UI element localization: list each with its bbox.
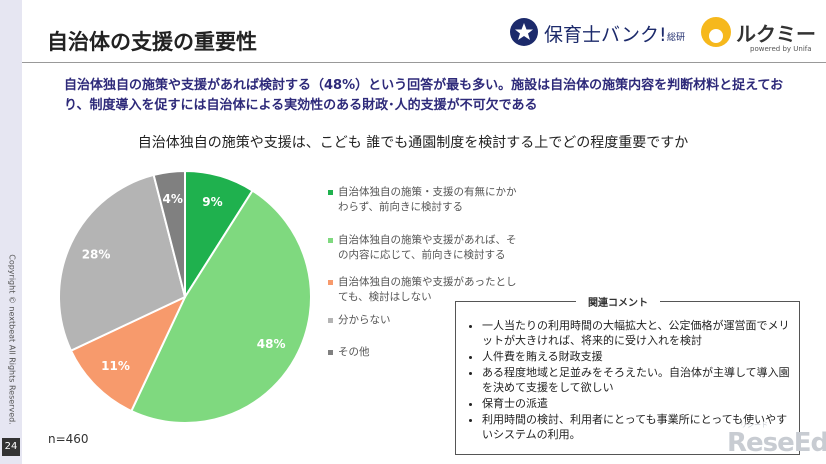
slide-title: 自治体の支援の重要性 xyxy=(47,30,257,54)
data-label: 11% xyxy=(101,359,130,373)
pie-slice xyxy=(130,189,312,424)
legend-label: 自治体独自の施策や支援があったとしても、検討はしない xyxy=(338,276,517,303)
comment: 利用時間の検討、利用者にとっても事業所にとっても使いやすいシステムの利用。 xyxy=(482,412,791,442)
logo-icon xyxy=(701,17,731,47)
pie-slice xyxy=(69,294,188,413)
legend-label: 自治体独自の施策や支援があれば、その内容に応じて、前向きに検討する xyxy=(338,234,517,261)
legend-item: 分からない xyxy=(328,313,518,328)
logo-icon xyxy=(510,18,538,46)
comment-title: 関連コメント xyxy=(576,294,660,309)
legend-item: 自治体独自の施策・支援の有無にかかわらず、前向きに検討する xyxy=(328,185,518,215)
legend-label: 分からない xyxy=(338,314,391,326)
data-label: 28% xyxy=(82,248,111,262)
comment: 一人当たりの利用時間の大幅拡大と、公定価格が運営面でメリットが大きければ、将来的… xyxy=(482,318,791,348)
watermark: ReseEd xyxy=(727,428,826,458)
data-label: 9% xyxy=(202,195,222,209)
chart-title: 自治体独自の施策や支援は、こども 誰でも通園制度を検討する上でどの程度重要ですか xyxy=(137,135,689,151)
legend-item: 自治体独自の施策や支援があったとしても、検討はしない xyxy=(328,275,518,305)
comment: 保育士の派遣 xyxy=(482,396,791,411)
legend-label: 自治体独自の施策・支援の有無にかかわらず、前向きに検討する xyxy=(338,186,517,213)
divider xyxy=(22,62,826,63)
logo-text: ルクミー xyxy=(736,22,816,46)
watermark-sub: リシード xyxy=(740,421,768,429)
legend-swatch xyxy=(328,190,333,195)
logo-sub: 総研 xyxy=(667,33,686,43)
logo-sub: powered by Unifa xyxy=(750,45,812,53)
data-label: 48% xyxy=(257,337,286,351)
logo-text: 保育士バンク! xyxy=(544,24,667,46)
comment-box: 関連コメント 一人当たりの利用時間の大幅拡大と、公定価格が運営面でメリットが大き… xyxy=(455,294,800,455)
legend-swatch xyxy=(328,318,333,323)
comment: ある程度地域と足並みをそろえたい。自治体が主導して導入園を決めて支援をして欲しい xyxy=(482,365,791,395)
legend-item: その他 xyxy=(328,345,518,360)
legend-swatch xyxy=(328,238,333,243)
comment: 人件費を賄える財政支援 xyxy=(482,349,791,364)
comment-list: 一人当たりの利用時間の大幅拡大と、公定価格が運営面でメリットが大きければ、将来的… xyxy=(482,318,791,442)
sample-size: n=460 xyxy=(48,432,89,446)
pie-slice xyxy=(152,169,186,298)
page-number: 24 xyxy=(2,438,20,456)
legend-item: 自治体独自の施策や支援があれば、その内容に応じて、前向きに検討する xyxy=(328,233,518,263)
side-strip xyxy=(0,0,22,464)
pie-slice xyxy=(58,173,187,352)
legend-swatch xyxy=(328,280,333,285)
legend-label: その他 xyxy=(338,346,370,358)
legend-swatch xyxy=(328,350,333,355)
summary: 自治体独自の施策や支援があれば検討する（48%）という回答が最も多い。施設は自治… xyxy=(64,78,784,113)
data-label: 4% xyxy=(162,192,182,206)
